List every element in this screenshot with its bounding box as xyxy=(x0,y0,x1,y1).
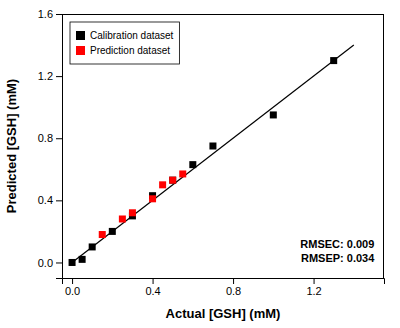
y-tick-label: 1.2 xyxy=(38,70,53,82)
x-axis-title: Actual [GSH] (mM) xyxy=(166,306,281,321)
y-axis-line xyxy=(56,15,63,279)
annotation: RMSEP: 0.034 xyxy=(301,252,375,264)
point xyxy=(149,195,156,202)
plot: 0.0 0.4 0.8 1.2 0.0 0.4 0.8 1.2 1.6 Calibration d… xyxy=(38,8,385,297)
point xyxy=(99,231,106,238)
marks xyxy=(69,45,354,266)
y-axis: 0.0 0.4 0.8 1.2 1.6 xyxy=(38,8,63,278)
y-tick-mark xyxy=(56,262,62,263)
x-tick-mark xyxy=(72,278,73,284)
chart: 0.0 0.4 0.8 1.2 0.0 0.4 0.8 1.2 1.6 Calibration d… xyxy=(0,0,400,328)
x-tick-mark xyxy=(314,278,315,284)
legend: Calibration dataset Prediction dataset xyxy=(70,22,179,64)
point xyxy=(169,177,176,184)
series xyxy=(69,57,338,266)
x-tick-label: 0.0 xyxy=(65,285,80,297)
y-tick-mark xyxy=(56,200,62,201)
point xyxy=(79,256,86,263)
y-tick: 0.8 xyxy=(38,132,62,144)
y-tick-mark xyxy=(56,76,62,77)
y-tick-label: 0.8 xyxy=(38,132,53,144)
y-tick-label: 1.6 xyxy=(38,8,53,20)
x-tick-label: 1.2 xyxy=(306,285,321,297)
point xyxy=(109,228,116,235)
y-tick: 1.2 xyxy=(38,70,62,82)
point xyxy=(330,57,337,64)
x-tick-mark xyxy=(153,278,154,284)
y-tick: 1.6 xyxy=(38,8,62,20)
point xyxy=(89,243,96,250)
x-tick: 0.8 xyxy=(226,278,241,297)
x-tick-label: 0.8 xyxy=(226,285,241,297)
legend-label: Prediction dataset xyxy=(90,45,170,56)
legend-frame xyxy=(70,22,179,64)
legend-swatch xyxy=(76,46,85,55)
y-tick-label: 0.0 xyxy=(38,256,53,268)
x-tick: 0.0 xyxy=(65,278,80,297)
point xyxy=(189,161,196,168)
series xyxy=(99,170,187,238)
point xyxy=(69,259,76,266)
x-axis-line xyxy=(63,279,385,285)
x-axis: 0.0 0.4 0.8 1.2 xyxy=(63,278,385,297)
x-tick: 0.4 xyxy=(145,278,160,297)
y-tick-label: 0.4 xyxy=(38,194,53,206)
point xyxy=(209,143,216,150)
y-tick-mark xyxy=(56,138,62,139)
y-axis-title: Predicted [GSH] (mM) xyxy=(4,79,19,213)
annotation: RMSEC: 0.009 xyxy=(300,238,374,250)
x-tick-label: 0.4 xyxy=(145,285,160,297)
point xyxy=(270,111,277,118)
y-tick-mark xyxy=(56,14,62,15)
point xyxy=(119,215,126,222)
point xyxy=(179,170,186,177)
point xyxy=(159,181,166,188)
frame-top xyxy=(62,14,384,15)
point xyxy=(169,177,176,184)
x-tick: 1.2 xyxy=(306,278,321,297)
legend-label: Calibration dataset xyxy=(90,30,174,41)
frame-right xyxy=(383,14,384,278)
x-tick-mark xyxy=(233,278,234,284)
legend-swatch xyxy=(76,31,85,40)
y-tick: 0.0 xyxy=(38,256,62,268)
fit-line xyxy=(72,45,354,262)
point xyxy=(129,209,136,216)
y-tick: 0.4 xyxy=(38,194,62,206)
